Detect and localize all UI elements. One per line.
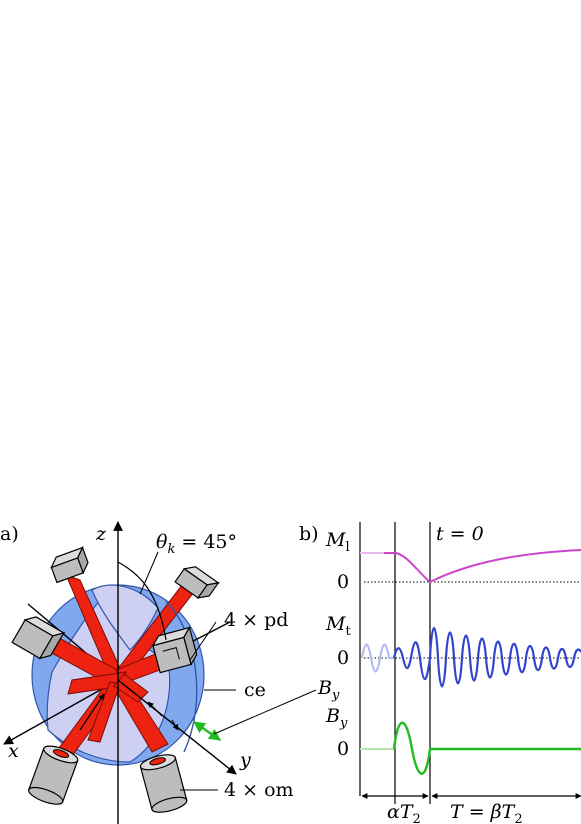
mt-zero-label: 0 <box>337 647 349 669</box>
mt-curve-faint <box>360 643 394 673</box>
beam-center-left <box>67 671 127 695</box>
ml-curve <box>384 549 581 584</box>
pd-leader <box>189 621 217 661</box>
ml-zero-label: 0 <box>337 571 349 593</box>
photodiode-upper-left <box>50 545 89 584</box>
by-arrow <box>193 721 221 741</box>
panel-a-label: a) <box>0 523 19 545</box>
theta-leader <box>139 551 159 595</box>
theta-arc <box>117 561 167 641</box>
photodiode-upper-right <box>174 566 220 599</box>
theta-label: θk = 45° <box>156 531 237 557</box>
beam-arrow-1 <box>79 693 105 731</box>
by-curve <box>392 721 581 775</box>
optical-module-lower-left <box>28 745 79 805</box>
ml-label: Ml <box>325 529 350 555</box>
x-axis <box>3 679 119 745</box>
z-axis-label: z <box>95 523 107 545</box>
cell-label: ce <box>244 679 266 701</box>
panel-a: a) <box>0 521 340 824</box>
photodiode-left <box>11 616 66 660</box>
panel-b: b) t = 0 Ml 0 Mt 0 By 0 <box>299 522 581 824</box>
alpha-label: αT2 <box>387 801 421 824</box>
cell-back-window <box>91 584 159 651</box>
mt-curve <box>392 626 581 688</box>
t0-label: t = 0 <box>436 523 484 545</box>
y-axis-label: y <box>239 749 251 771</box>
laser-beams <box>23 574 195 757</box>
mt-label: Mt <box>325 613 351 639</box>
photodiode-label: 4 × pd <box>224 609 288 631</box>
y-axis <box>117 679 237 775</box>
cell-right-lens <box>165 601 198 753</box>
optical-module-lower-right <box>139 754 188 813</box>
T-label: T = βT2 <box>450 801 523 824</box>
magnetic-field-label: By <box>317 677 340 703</box>
panel-b-label: b) <box>299 523 319 545</box>
by-zero-label: 0 <box>337 738 349 760</box>
by-label: By <box>325 705 348 731</box>
optical-module-label: 4 × om <box>224 779 294 801</box>
x-axis-label: x <box>8 740 19 762</box>
beam-center-right <box>113 673 149 703</box>
by-leader <box>213 689 317 735</box>
